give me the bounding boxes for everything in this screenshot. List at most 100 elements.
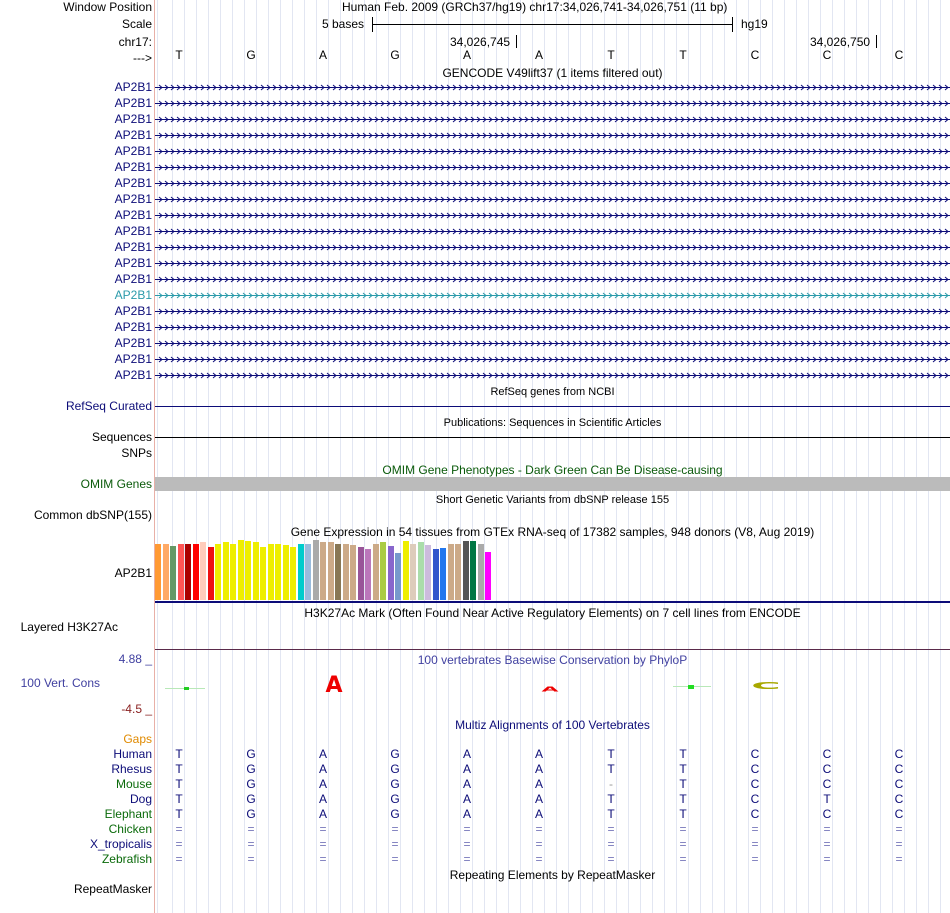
gene-label[interactable]: AP2B1 xyxy=(114,368,152,382)
snps-label[interactable]: SNPs xyxy=(121,446,152,460)
gene-transcript-line[interactable] xyxy=(155,320,950,335)
gene-transcript-line[interactable] xyxy=(155,144,950,159)
gtex-tissue-bar[interactable] xyxy=(312,540,319,600)
gtex-tissue-bar[interactable] xyxy=(485,551,491,600)
gtex-tissue-bar[interactable] xyxy=(162,544,169,600)
gtex-tissue-bar[interactable] xyxy=(170,545,176,600)
gene-transcript-line[interactable] xyxy=(155,304,950,319)
species-label[interactable]: Mouse xyxy=(115,777,152,791)
gene-label[interactable]: AP2B1 xyxy=(114,176,152,190)
omim-label[interactable]: OMIM Genes xyxy=(80,477,152,491)
gene-label[interactable]: AP2B1 xyxy=(114,224,152,238)
gene-label[interactable]: AP2B1 xyxy=(114,288,152,302)
gtex-tissue-bar[interactable] xyxy=(432,549,439,600)
gene-label[interactable]: AP2B1 xyxy=(114,320,152,334)
gtex-bars[interactable] xyxy=(155,540,950,600)
gtex-tissue-bar[interactable] xyxy=(372,544,379,600)
species-label[interactable]: Zebrafish xyxy=(101,852,152,866)
omim-bar[interactable] xyxy=(155,477,950,491)
gtex-tissue-bar[interactable] xyxy=(402,541,409,600)
gtex-tissue-bar[interactable] xyxy=(275,543,281,600)
gene-label[interactable]: AP2B1 xyxy=(114,352,152,366)
species-label[interactable]: X_tropicalis xyxy=(89,837,152,851)
gtex-tissue-bar[interactable] xyxy=(282,544,289,600)
gtex-tissue-bar[interactable] xyxy=(365,549,371,600)
gene-transcript-line[interactable] xyxy=(155,80,950,95)
gene-transcript-line[interactable] xyxy=(155,192,950,207)
gtex-tissue-bar[interactable] xyxy=(425,544,431,600)
gtex-tissue-bar[interactable] xyxy=(320,542,326,600)
refseq-label[interactable]: RefSeq Curated xyxy=(65,399,152,413)
gtex-tissue-bar[interactable] xyxy=(447,543,454,600)
gene-transcript-line[interactable] xyxy=(155,256,950,271)
gtex-tissue-bar[interactable] xyxy=(290,546,296,600)
cons-graph[interactable]: A A C xyxy=(155,670,950,696)
dbsnp-label[interactable]: Common dbSNP(155) xyxy=(33,508,152,522)
gtex-tissue-bar[interactable] xyxy=(380,542,386,600)
gene-label[interactable]: AP2B1 xyxy=(114,304,152,318)
gtex-tissue-bar[interactable] xyxy=(155,544,161,600)
gtex-tissue-bar[interactable] xyxy=(252,541,259,600)
gtex-tissue-bar[interactable] xyxy=(207,547,214,600)
gtex-tissue-bar[interactable] xyxy=(477,543,484,600)
h3k27-label[interactable]: Layered H3K27Ac xyxy=(20,620,118,634)
gtex-tissue-bar[interactable] xyxy=(230,543,236,600)
gtex-tissue-bar[interactable] xyxy=(440,548,446,600)
species-label[interactable]: Dog xyxy=(129,792,152,806)
refseq-line[interactable] xyxy=(155,406,950,407)
gene-transcript-line[interactable] xyxy=(155,176,950,191)
sequences-label[interactable]: Sequences xyxy=(91,430,152,444)
gene-transcript-line[interactable] xyxy=(155,96,950,111)
gtex-tissue-bar[interactable] xyxy=(350,544,356,600)
species-label[interactable]: Elephant xyxy=(104,807,152,821)
repeatmasker-label[interactable]: RepeatMasker xyxy=(73,882,152,896)
gtex-tissue-bar[interactable] xyxy=(342,543,349,600)
gtex-tissue-bar[interactable] xyxy=(470,541,476,600)
gene-transcript-line[interactable] xyxy=(155,336,950,351)
gtex-tissue-bar[interactable] xyxy=(417,542,424,600)
gtex-tissue-bar[interactable] xyxy=(410,543,416,600)
gene-transcript-line[interactable] xyxy=(155,128,950,143)
h3k27-line[interactable] xyxy=(155,649,950,650)
gtex-tissue-bar[interactable] xyxy=(245,541,251,600)
gene-label[interactable]: AP2B1 xyxy=(114,80,152,94)
gene-label[interactable]: AP2B1 xyxy=(114,160,152,174)
species-label[interactable]: Human xyxy=(113,747,152,761)
gene-label[interactable]: AP2B1 xyxy=(114,96,152,110)
gene-transcript-line[interactable] xyxy=(155,368,950,383)
species-label[interactable]: Chicken xyxy=(108,822,152,836)
gtex-tissue-bar[interactable] xyxy=(260,546,266,600)
gene-transcript-line[interactable] xyxy=(155,224,950,239)
gene-transcript-line[interactable] xyxy=(155,208,950,223)
gtex-tissue-bar[interactable] xyxy=(192,543,199,600)
gtex-tissue-bar[interactable] xyxy=(297,543,304,600)
gtex-tissue-bar[interactable] xyxy=(387,545,394,600)
gene-label[interactable]: AP2B1 xyxy=(114,272,152,286)
gene-transcript-line[interactable] xyxy=(155,160,950,175)
track-area[interactable]: Human Feb. 2009 (GRCh37/hg19) chr17:34,0… xyxy=(155,0,950,913)
label-divider[interactable] xyxy=(154,0,155,913)
gtex-tissue-bar[interactable] xyxy=(455,543,461,600)
gtex-tissue-bar[interactable] xyxy=(237,540,244,600)
gtex-gene-label[interactable]: AP2B1 xyxy=(114,566,152,580)
gene-label[interactable]: AP2B1 xyxy=(114,144,152,158)
gene-label[interactable]: AP2B1 xyxy=(114,112,152,126)
gtex-tissue-bar[interactable] xyxy=(327,542,334,600)
gtex-tissue-bar[interactable] xyxy=(305,543,311,600)
gene-label[interactable]: AP2B1 xyxy=(114,256,152,270)
species-label[interactable]: Rhesus xyxy=(111,762,152,776)
gene-label[interactable]: AP2B1 xyxy=(114,192,152,206)
gtex-tissue-bar[interactable] xyxy=(177,544,184,600)
gene-label[interactable]: AP2B1 xyxy=(114,208,152,222)
gtex-tissue-bar[interactable] xyxy=(267,544,274,600)
gtex-tissue-bar[interactable] xyxy=(222,542,229,600)
gene-label[interactable]: AP2B1 xyxy=(114,336,152,350)
gene-transcript-line[interactable] xyxy=(155,272,950,287)
gtex-tissue-bar[interactable] xyxy=(185,544,191,600)
gene-label[interactable]: AP2B1 xyxy=(114,128,152,142)
cons-label[interactable]: 100 Vert. Cons xyxy=(20,676,100,690)
gtex-tissue-bar[interactable] xyxy=(462,541,469,600)
publications-line[interactable] xyxy=(155,437,950,438)
gtex-tissue-bar[interactable] xyxy=(395,552,401,600)
gene-transcript-line[interactable] xyxy=(155,240,950,255)
